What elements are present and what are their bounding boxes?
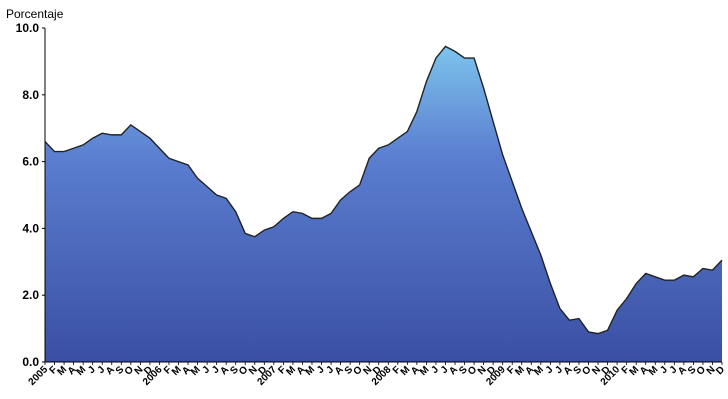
x-tick-label: M xyxy=(647,364,661,378)
y-axis-ticks: 0.0 2.0 4.0 6.0 8.0 10.0 xyxy=(16,21,45,369)
area-series xyxy=(45,46,722,363)
x-tick-label: M xyxy=(303,364,317,378)
x-tick-label: J xyxy=(544,364,556,376)
y-tick-label: 0.0 xyxy=(22,355,39,369)
x-tick-label: M xyxy=(532,364,546,378)
x-tick-label: J xyxy=(86,364,98,376)
y-tick-label: 4.0 xyxy=(22,221,39,235)
x-tick-label: J xyxy=(210,364,222,376)
x-tick-label: J xyxy=(201,364,213,376)
x-tick-label: M xyxy=(189,364,203,378)
x-tick-label: J xyxy=(324,364,336,376)
y-tick-label: 2.0 xyxy=(22,288,39,302)
y-tick-label: 8.0 xyxy=(22,88,39,102)
x-axis-ticks: 2005FMAMJJASOND2006FMAMJJASOND2007FMAMJJ… xyxy=(27,362,727,388)
x-tick-label: D xyxy=(714,364,727,377)
x-tick-label: M xyxy=(75,364,89,378)
x-tick-label: M xyxy=(418,364,432,378)
area-series-line xyxy=(44,45,723,335)
x-tick-label: J xyxy=(553,364,565,376)
x-tick-label: J xyxy=(315,364,327,376)
x-tick-label: J xyxy=(439,364,451,376)
y-tick-label: 10.0 xyxy=(16,21,40,35)
x-tick-label: J xyxy=(668,364,680,376)
x-tick-label: J xyxy=(96,364,108,376)
x-tick-label: J xyxy=(658,364,670,376)
y-tick-label: 6.0 xyxy=(22,155,39,169)
y-axis-title: Porcentaje xyxy=(6,7,64,21)
x-tick-label: J xyxy=(429,364,441,376)
